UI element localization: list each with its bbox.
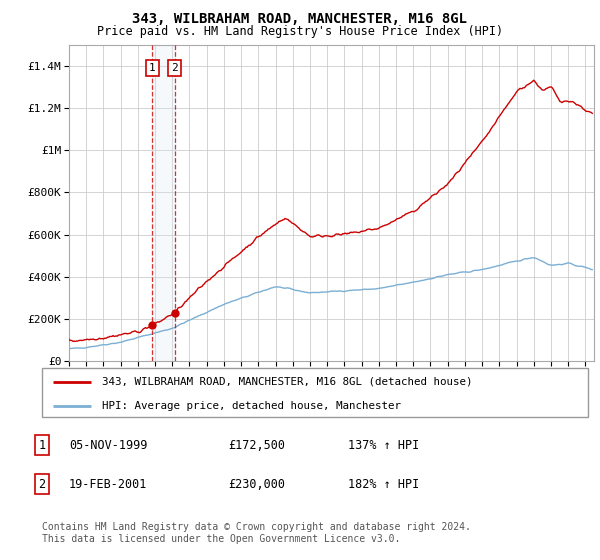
Text: 137% ↑ HPI: 137% ↑ HPI xyxy=(348,438,419,452)
Text: 182% ↑ HPI: 182% ↑ HPI xyxy=(348,478,419,491)
Text: 19-FEB-2001: 19-FEB-2001 xyxy=(69,478,148,491)
Text: 1: 1 xyxy=(38,438,46,452)
Bar xyxy=(152,45,175,361)
FancyBboxPatch shape xyxy=(42,368,588,417)
Text: 2: 2 xyxy=(171,63,178,73)
Text: 343, WILBRAHAM ROAD, MANCHESTER, M16 8GL (detached house): 343, WILBRAHAM ROAD, MANCHESTER, M16 8GL… xyxy=(102,377,473,387)
Text: Contains HM Land Registry data © Crown copyright and database right 2024.
This d: Contains HM Land Registry data © Crown c… xyxy=(42,522,471,544)
Text: £172,500: £172,500 xyxy=(228,438,285,452)
Text: 05-NOV-1999: 05-NOV-1999 xyxy=(69,438,148,452)
Text: 343, WILBRAHAM ROAD, MANCHESTER, M16 8GL: 343, WILBRAHAM ROAD, MANCHESTER, M16 8GL xyxy=(133,12,467,26)
Text: 1: 1 xyxy=(149,63,156,73)
Text: HPI: Average price, detached house, Manchester: HPI: Average price, detached house, Manc… xyxy=(102,402,401,412)
Text: 2: 2 xyxy=(38,478,46,491)
Text: Price paid vs. HM Land Registry's House Price Index (HPI): Price paid vs. HM Land Registry's House … xyxy=(97,25,503,38)
Text: £230,000: £230,000 xyxy=(228,478,285,491)
